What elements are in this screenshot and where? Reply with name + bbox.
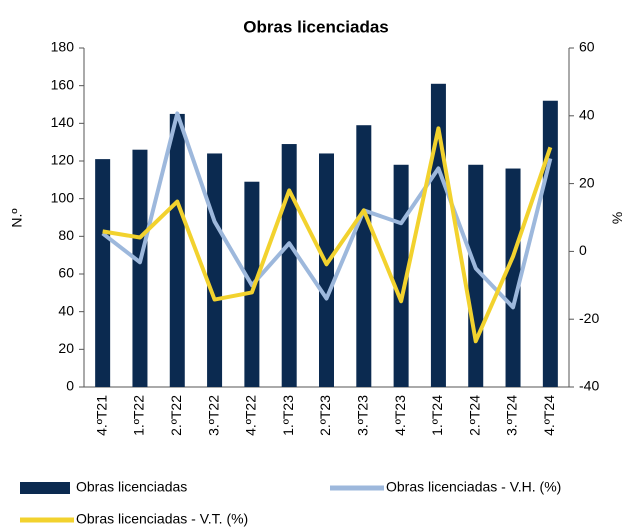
x-tick-label: 4.ºT23 bbox=[392, 395, 408, 436]
x-tick-label: 1.ºT23 bbox=[280, 395, 296, 436]
x-tick-label: 4.ºT21 bbox=[93, 395, 109, 436]
x-tick-label: 4.ºT22 bbox=[243, 395, 259, 436]
x-tick-label: 1.ºT24 bbox=[429, 395, 445, 436]
y-tick-label: 40 bbox=[58, 302, 74, 318]
legend-swatch bbox=[20, 482, 70, 494]
y2-tick-label: 0 bbox=[579, 242, 587, 258]
legend-label: Obras licenciadas bbox=[76, 479, 187, 495]
y2-tick-label: 60 bbox=[579, 39, 595, 55]
x-tick-label: 2.ºT23 bbox=[317, 395, 333, 436]
legend-label: Obras licenciadas - V.T. (%) bbox=[76, 511, 248, 527]
x-tick-label: 3.ºT23 bbox=[355, 395, 371, 436]
x-tick-label: 1.ºT22 bbox=[131, 395, 147, 436]
x-tick-label: 3.ºT22 bbox=[205, 395, 221, 436]
x-tick-label: 2.ºT24 bbox=[466, 395, 482, 436]
y-axis-label: N.º bbox=[9, 208, 25, 227]
y-tick-label: 60 bbox=[58, 265, 74, 281]
y-tick-label: 80 bbox=[58, 227, 74, 243]
x-tick-label: 2.ºT22 bbox=[168, 395, 184, 436]
bar bbox=[356, 125, 372, 387]
y2-tick-label: 20 bbox=[579, 174, 595, 190]
x-tick-label: 3.ºT24 bbox=[504, 395, 520, 436]
bar bbox=[207, 153, 223, 387]
y-tick-label: 140 bbox=[51, 114, 75, 130]
bar bbox=[169, 113, 185, 388]
bar bbox=[281, 144, 297, 387]
y-tick-label: 100 bbox=[51, 189, 75, 205]
line bbox=[101, 111, 553, 310]
y-tick-label: 0 bbox=[66, 378, 74, 394]
x-tick-label: 4.ºT24 bbox=[541, 395, 557, 436]
bar bbox=[95, 159, 111, 387]
bar bbox=[542, 100, 558, 387]
bar bbox=[319, 153, 334, 387]
bar bbox=[505, 168, 521, 387]
y-tick-label: 160 bbox=[51, 76, 75, 92]
chart-title: Obras licenciadas bbox=[243, 17, 389, 36]
y2-tick-label: 40 bbox=[579, 107, 595, 123]
y-tick-label: 120 bbox=[51, 152, 75, 168]
y-tick-label: 20 bbox=[58, 340, 74, 356]
y2-tick-label: -20 bbox=[579, 310, 599, 326]
bar bbox=[132, 149, 148, 387]
line bbox=[102, 126, 553, 344]
legend-label: Obras licenciadas - V.H. (%) bbox=[386, 479, 561, 495]
y2-tick-label: -40 bbox=[579, 378, 599, 394]
y-tick-label: 180 bbox=[51, 39, 75, 55]
y2-axis-label: % bbox=[609, 212, 625, 224]
